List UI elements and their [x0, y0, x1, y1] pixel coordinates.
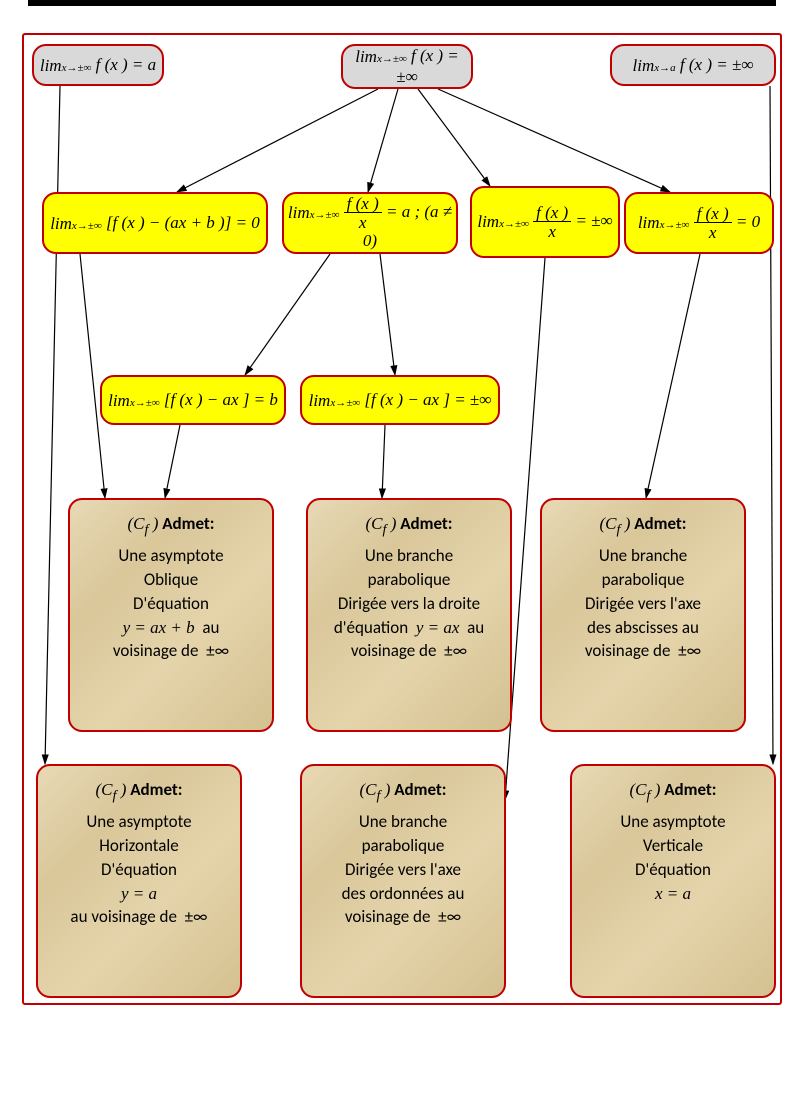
top-black-bar	[28, 0, 776, 6]
node-top-right: limx→a f (x ) = ±∞	[610, 44, 776, 86]
formula-top-right: limx→a f (x ) = ±∞	[633, 55, 754, 75]
node-conc-2: (Cf ) Admet: Une branche parabolique Dir…	[306, 498, 512, 732]
formula-sub-1: limx→±∞ [f (x ) − ax ] = b	[108, 390, 278, 410]
formula-top-center: limx→±∞ f (x ) = ±∞	[343, 46, 471, 87]
conc-3-content: (Cf ) Admet: Une branche parabolique Dir…	[542, 500, 744, 723]
conc-5-content: (Cf ) Admet: Une branche parabolique Dir…	[302, 766, 504, 989]
formula-mid-4: limx→±∞ f (x )x = 0	[638, 205, 760, 241]
node-mid-2: limx→±∞ f (x )x = a ; (a ≠ 0)	[282, 192, 458, 254]
conc-2-content: (Cf ) Admet: Une branche parabolique Dir…	[308, 500, 510, 723]
node-mid-3: limx→±∞ f (x )x = ±∞	[470, 186, 620, 258]
node-conc-5: (Cf ) Admet: Une branche parabolique Dir…	[300, 764, 506, 998]
node-conc-3: (Cf ) Admet: Une branche parabolique Dir…	[540, 498, 746, 732]
node-conc-4: (Cf ) Admet: Une asymptote Horizontale D…	[36, 764, 242, 998]
node-conc-1: (Cf ) Admet: Une asymptote Oblique D'équ…	[68, 498, 274, 732]
conc-6-content: (Cf ) Admet: Une asymptote Verticale D'é…	[572, 766, 774, 965]
formula-sub-2: limx→±∞ [f (x ) − ax ] = ±∞	[309, 390, 492, 410]
node-mid-1: limx→±∞ [f (x ) − (ax + b )] = 0	[42, 192, 268, 254]
node-top-center: limx→±∞ f (x ) = ±∞	[341, 44, 473, 89]
formula-mid-1: limx→±∞ [f (x ) − (ax + b )] = 0	[50, 213, 260, 233]
node-conc-6: (Cf ) Admet: Une asymptote Verticale D'é…	[570, 764, 776, 998]
formula-mid-3: limx→±∞ f (x )x = ±∞	[477, 204, 612, 240]
formula-mid-2: limx→±∞ f (x )x = a ; (a ≠ 0)	[284, 195, 456, 251]
node-sub-2: limx→±∞ [f (x ) − ax ] = ±∞	[300, 375, 500, 425]
conc-4-content: (Cf ) Admet: Une asymptote Horizontale D…	[38, 766, 240, 989]
node-sub-1: limx→±∞ [f (x ) − ax ] = b	[100, 375, 286, 425]
conc-1-content: (Cf ) Admet: Une asymptote Oblique D'équ…	[70, 500, 272, 723]
node-mid-4: limx→±∞ f (x )x = 0	[624, 192, 774, 254]
node-top-left: limx→±∞ f (x ) = a	[32, 44, 164, 86]
formula-top-left: limx→±∞ f (x ) = a	[40, 55, 156, 75]
diagram-container: limx→±∞ f (x ) = a limx→±∞ f (x ) = ±∞ l…	[22, 33, 782, 1005]
